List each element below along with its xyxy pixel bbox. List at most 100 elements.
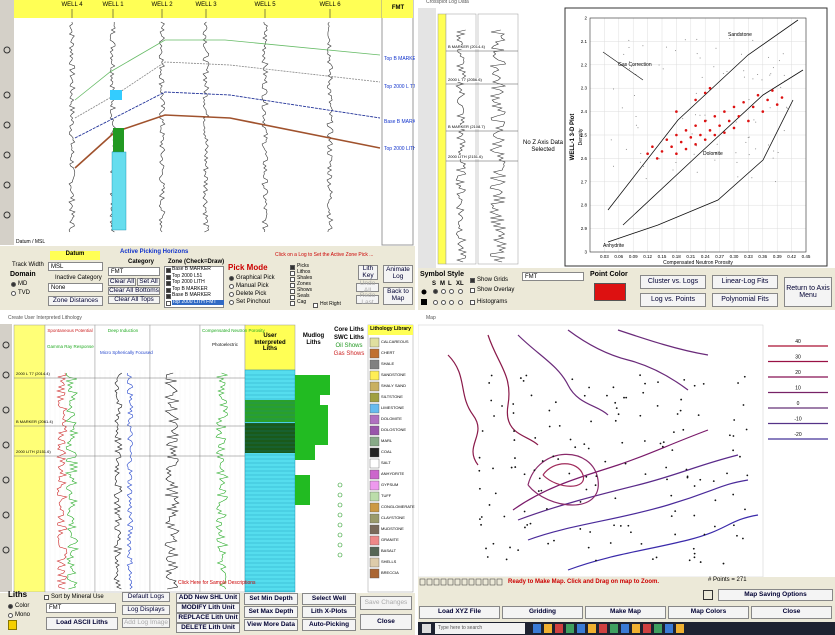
checkbox[interactable] [290,295,295,300]
library-item[interactable]: SILTSTONE [381,394,403,399]
button[interactable]: Set Max Depth [244,606,298,618]
checkbox[interactable] [166,274,171,280]
button[interactable]: Clear All Bottoms [108,286,160,295]
library-item[interactable]: BRECCIA [381,570,399,575]
radio-button[interactable] [441,300,446,305]
zone-item[interactable]: Top 2000 LITH FMT [172,299,224,305]
radio-button[interactable] [449,289,454,294]
library-item[interactable]: DOLOSTONE [381,427,407,432]
select[interactable]: FMT [108,267,160,276]
button[interactable]: Make Map [585,606,666,619]
library-item[interactable]: SANDSTONE [381,372,406,377]
radio-button[interactable] [433,300,438,305]
library-item[interactable]: DOLOMITE [381,416,402,421]
button[interactable]: Set All [137,278,160,286]
radio-button[interactable] [433,289,438,294]
checkbox[interactable] [290,289,295,294]
input[interactable]: MSL [48,262,103,271]
checkbox[interactable] [470,288,475,293]
radio-button[interactable] [8,613,13,618]
button[interactable]: Linear-Log Fits [712,275,778,289]
button[interactable]: Log vs. Points [640,293,706,307]
checkbox[interactable] [290,271,295,276]
button[interactable]: Log Displays [122,605,170,615]
zone-item[interactable]: Base B MARKER [172,292,211,298]
library-item[interactable]: MUDSTONE [381,526,404,531]
checkbox[interactable] [166,287,171,293]
radio-button[interactable] [11,291,16,296]
button[interactable]: Lith X-Plots [302,606,356,618]
zone-item[interactable]: Base B MARKER [172,266,211,272]
radio-button[interactable] [458,289,463,294]
checkbox[interactable] [470,300,475,305]
checkbox[interactable] [290,301,295,306]
button[interactable]: Back to Map [383,287,413,305]
button[interactable]: View More Data [244,619,298,631]
checkbox[interactable] [290,265,295,270]
button[interactable]: Clear All Tops [108,296,160,304]
library-item[interactable]: BASALT [381,548,397,553]
button[interactable]: Cluster vs. Logs [640,275,706,289]
button[interactable]: Load ASCII Liths [46,617,118,630]
button[interactable]: Save Changes [360,596,412,610]
radio-button[interactable] [8,604,13,609]
button[interactable]: Map Colors [668,606,749,619]
library-item[interactable]: CALCAREOUS [381,339,409,344]
help-icon[interactable] [8,620,17,630]
button[interactable]: REPLACE Lith Unit [176,613,240,623]
button[interactable]: Polynomial Fits [712,293,778,307]
zone-item[interactable]: Top 2000 LITH [172,279,205,285]
button[interactable]: ADD New SHL Unit [176,593,240,603]
library-item[interactable]: SHALE [381,361,395,366]
button[interactable]: Lith Key [358,265,378,280]
radio-button[interactable] [441,289,446,294]
button[interactable]: Load XYZ File [419,606,500,619]
select[interactable]: FMT [46,603,116,613]
color-swatch[interactable] [594,283,626,301]
checkbox[interactable] [166,300,171,306]
button[interactable]: Zone Distances [48,296,103,306]
button[interactable]: MODIFY Lith Unit [176,603,240,613]
select[interactable]: FMT [522,272,584,281]
checkbox[interactable] [313,303,318,308]
button[interactable]: Default Logs [122,592,170,602]
checkbox[interactable] [166,294,171,299]
button[interactable]: Return to Axis Menu [784,277,832,307]
library-item[interactable]: TUFF [381,493,392,498]
library-item[interactable]: SHELLS [381,559,397,564]
zone-item[interactable]: Top B MARKER [172,285,208,292]
library-item[interactable]: SHALY SAND [381,383,406,388]
button[interactable]: Select Well [302,593,356,605]
library-item[interactable]: CHERT [381,350,395,355]
library-item[interactable]: MARL [381,438,393,443]
button[interactable]: DELETE Lith Unit [176,623,240,633]
radio-button[interactable] [11,282,16,287]
radio-button[interactable] [449,300,454,305]
button[interactable]: Close [751,606,832,619]
radio-button[interactable] [229,300,234,305]
radio-button[interactable] [229,292,234,297]
zone-item[interactable]: Top 2000 L51 [172,272,203,279]
checkbox[interactable] [44,595,49,600]
save-icon[interactable] [703,590,713,600]
button[interactable]: Add Log Image [122,618,170,628]
library-item[interactable]: CONGLOMERATE [381,504,415,509]
button[interactable]: Set Min Depth [244,593,298,605]
button[interactable]: Close [360,614,412,630]
library-item[interactable]: COAL [381,449,392,454]
library-item[interactable]: CLAYSTONE [381,515,405,520]
radio-button[interactable] [458,300,463,305]
button[interactable]: Gridding [502,606,583,619]
search-box[interactable]: Type here to search [435,623,525,634]
button[interactable]: Map Saving Options [718,589,833,601]
library-item[interactable]: SALT [381,460,391,465]
checkbox[interactable] [166,268,171,273]
checkbox[interactable] [290,283,295,288]
checkbox[interactable] [290,277,295,282]
button[interactable]: Animate Log [383,265,413,283]
radio-button[interactable] [229,284,234,289]
input[interactable]: None [48,283,103,292]
checkbox[interactable] [166,281,171,286]
checkbox[interactable] [470,278,475,283]
button[interactable]: Undo All [356,280,379,293]
